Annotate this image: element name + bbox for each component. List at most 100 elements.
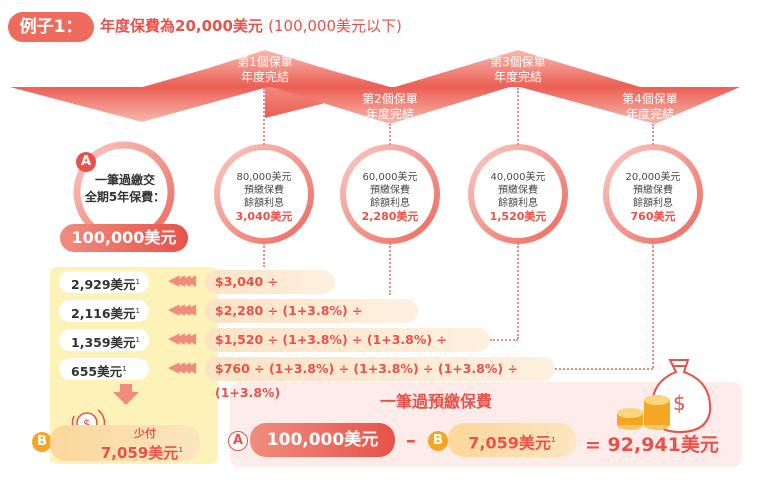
savings-note: 1 [178,446,184,454]
year1-interest: 3,040美元 [235,210,293,223]
year3-line3: 餘額利息 [498,198,538,209]
connector-y3 [517,243,519,339]
year3-label: 第3個保單 年度完結 [463,55,573,85]
down-arrow [113,392,139,405]
result-row-4: 655美元1 [59,358,149,380]
year2-label-top: 第2個保單 [362,92,418,106]
year3-premium: 40,000美元 [490,172,546,183]
connector-y3-h [490,339,518,341]
year1-label: 第1個保單 年度完結 [210,55,320,85]
savings-label: 少付 [134,427,156,440]
year2-line3: 餘額利息 [370,198,410,209]
connector-y4 [652,243,654,368]
result-4-value: 655美元 [71,364,123,380]
year1-circle [214,144,314,244]
year2-label-bottom: 年度完結 [365,107,414,121]
chevron-left-icon: ◀◀◀◀ [168,300,196,318]
coins-stack-icon [617,395,670,430]
year4-line3: 餘額利息 [633,198,673,209]
year1-label-top: 第1個保單 [237,55,293,69]
year2-label: 第2個保單 年度完結 [335,92,445,122]
year4-label-bottom: 年度完結 [625,107,674,121]
lump-sum-line1: 一筆過繳交 [94,173,155,187]
result-row-2: 2,116美元1 [59,300,149,322]
savings-amount: 7,059美元 [100,444,179,462]
result-2-value: 2,116美元 [71,306,136,322]
year2-wedge [272,87,510,124]
year3-label-top: 第3個保單 [490,55,546,69]
summary-b-value: 7,059美元 [468,433,551,453]
year2-interest: 2,280美元 [361,210,419,223]
result-4-note: 1 [122,365,127,373]
savings-pill: 少付 7,059美元1 [50,425,200,462]
year2-line2: 預繳保費 [370,185,410,196]
summary-letter-b: B [428,431,448,451]
formula-row-2: $2,280 ÷ (1+3.8%) ÷ (1+3.8%) [205,299,418,342]
result-1-note: 1 [135,278,141,286]
result-row-1: 2,929美元1 [59,271,149,293]
year4-line2: 預繳保費 [633,185,673,196]
year4-circle [603,144,703,244]
connector-y2-top [389,124,391,145]
svg-text:$: $ [673,391,686,415]
result-3-note: 1 [135,336,141,344]
minus-sign: – [406,428,416,452]
year3-circle-text: 40,000美元 預繳保費 餘額利息 1,520美元 [463,171,573,223]
chevron-left-icon: ◀◀◀◀ [168,358,196,376]
result-1-value: 2,929美元 [71,277,136,293]
year1-line2: 預繳保費 [244,185,284,196]
connector-y4-h [555,368,653,370]
result-row-3: 1,359美元1 [59,329,149,351]
year4-premium: 20,000美元 [625,172,681,183]
result-3-value: 1,359美元 [71,335,136,351]
year2-circle [340,144,440,244]
connector-y3-top [517,88,519,145]
example-title: 年度保費為20,000美元 (100,000美元以下) [100,15,402,36]
year1-circle-text: 80,000美元 預繳保費 餘額利息 3,040美元 [209,171,319,223]
summary-b-note: 1 [550,436,556,444]
result-2-note: 1 [135,307,141,315]
year4-circle-text: 20,000美元 預繳保費 餘額利息 760美元 [598,171,708,223]
year3-shape [395,50,640,87]
letter-b-badge: B [32,432,52,452]
connector-y2 [389,243,391,295]
formula-row-3: $1,520 ÷ (1+3.8%) ÷ (1+3.8%) ÷ (1+3.8%) [205,328,490,371]
formula-row-1: $3,040 ÷ (1+3.8%) [205,270,335,313]
summary-a-amount: 100,000美元 [250,423,395,457]
summary-title: 一筆過預繳保費 [380,392,493,411]
example-badge: 例子1： [8,12,94,42]
year1-label-bottom: 年度完結 [240,70,289,84]
formula-row-4: $760 ÷ (1+3.8%) ÷ (1+3.8%) ÷ (1+3.8%) ÷ … [205,357,555,400]
year4-label: 第4個保單 年度完結 [595,92,705,122]
year4-wedge [520,87,740,124]
summary-b-amount: 7,059美元1 [448,423,576,457]
connector-y1-top [263,88,265,145]
year3-interest: 1,520美元 [489,210,547,223]
chevron-left-icon: ◀◀◀◀ [168,329,196,347]
chevron-left-icon: ◀◀◀◀ [168,271,196,289]
connector-y1 [263,243,265,267]
title-text: 年度保費為20,000美元 [100,17,263,35]
left-wedge [10,87,268,122]
year1-premium: 80,000美元 [236,172,292,183]
year1-shape [150,50,385,87]
year4-interest: 760美元 [630,210,676,223]
savings-amount-wrap: 7,059美元1 [50,441,200,462]
year3-circle [468,144,568,244]
letter-a-badge: A [76,152,96,172]
summary-letter-a: A [228,431,248,451]
year4-label-top: 第4個保單 [622,92,678,106]
year2-circle-text: 60,000美元 預繳保費 餘額利息 2,280美元 [335,171,445,223]
year3-line2: 預繳保費 [498,185,538,196]
summary-result: = 92,941美元 [585,434,719,456]
connector-y4-top [652,124,654,145]
title-subtitle: (100,000美元以下) [268,17,402,35]
year2-premium: 60,000美元 [362,172,418,183]
year3-label-bottom: 年度完結 [493,70,542,84]
lump-sum-amount: 100,000美元 [60,224,188,252]
lump-sum-text: 一筆過繳交 全期5年保費： [65,172,185,206]
svg-text:$: $ [83,417,91,431]
lump-sum-line2: 全期5年保費： [84,190,166,204]
year1-line3: 餘額利息 [244,198,284,209]
